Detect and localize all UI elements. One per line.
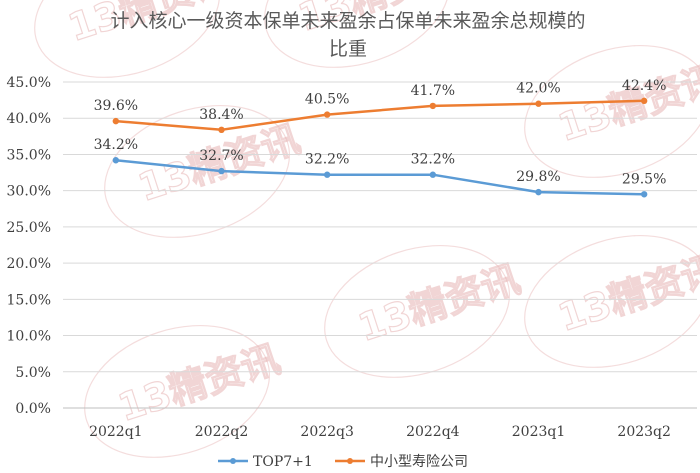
- watermark-text: 13精资讯: [553, 247, 700, 340]
- data-label: 34.2%: [94, 137, 138, 153]
- data-label: 38.4%: [199, 107, 243, 123]
- y-tick-label: 35.0%: [7, 147, 51, 163]
- series-line: [115, 158, 645, 196]
- legend-item: TOP7+1: [218, 454, 313, 470]
- x-tick-label: 2023q2: [617, 424, 671, 440]
- data-point: [429, 171, 437, 178]
- chart-title: 计入核心一级资本保单未来盈余占保单未来盈余总规模的 比重: [110, 10, 585, 60]
- data-point: [218, 167, 225, 175]
- data-label: 42.0%: [516, 81, 560, 97]
- y-tick-label: 30.0%: [7, 184, 51, 200]
- data-point: [429, 102, 437, 110]
- series-layer: 34.2% 32.7% 32.2% 32.2% 29.8% 29.5% 39.6% 38.4%…: [94, 78, 666, 198]
- data-point: [640, 191, 648, 198]
- x-tick-label: 2022q1: [89, 424, 143, 440]
- series-line: [115, 99, 645, 132]
- data-point: [218, 126, 225, 134]
- gridlines: [63, 81, 697, 409]
- y-tick-label: 20.0%: [7, 256, 51, 272]
- x-axis: 2022q1 2022q2 2022q3 2022q4 2023q1 2023q2: [89, 424, 671, 440]
- data-point: [323, 111, 331, 118]
- legend-item: 中小型寿险公司: [335, 453, 468, 470]
- y-tick-label: 40.0%: [7, 111, 51, 127]
- x-tick-label: 2022q2: [195, 424, 249, 440]
- watermark-layer: 13精资讯13精资讯13精资讯13精资讯13精资讯13精资讯13精资讯: [34, 0, 700, 458]
- legend-marker: [230, 458, 236, 464]
- legend-label: 中小型寿险公司: [370, 453, 468, 470]
- watermark-stamp: 13精资讯: [84, 324, 286, 458]
- x-tick-label: 2023q1: [512, 424, 566, 440]
- chart-title-line-2: 比重: [329, 38, 367, 60]
- data-point: [640, 97, 648, 105]
- legend: TOP7+1 中小型寿险公司: [218, 453, 468, 470]
- y-tick-label: 25.0%: [7, 220, 51, 236]
- y-axis: 0.0% 5.0% 10.0% 15.0% 20.0% 25.0% 30.0% 35.0% 40…: [7, 75, 51, 417]
- watermark-stamp: 13精资讯: [324, 244, 526, 378]
- data-point: [112, 117, 120, 125]
- y-tick-label: 10.0%: [7, 329, 51, 345]
- legend-label: TOP7+1: [253, 454, 313, 470]
- watermark-text: 13精资讯: [113, 337, 285, 430]
- data-label: 29.5%: [622, 171, 666, 187]
- x-tick-label: 2022q3: [300, 424, 354, 440]
- data-label: 32.7%: [199, 148, 243, 164]
- data-label: 32.2%: [305, 152, 349, 168]
- data-point: [535, 188, 542, 196]
- data-point: [112, 157, 120, 164]
- y-tick-label: 0.0%: [15, 401, 51, 417]
- data-label: 39.6%: [94, 98, 138, 114]
- data-label: 41.7%: [411, 83, 455, 99]
- y-tick-label: 5.0%: [15, 365, 51, 381]
- legend-marker: [347, 458, 353, 464]
- data-label: 29.8%: [516, 169, 560, 185]
- data-point: [323, 171, 331, 178]
- data-point: [535, 100, 542, 107]
- y-tick-label: 45.0%: [7, 75, 51, 91]
- data-label: 42.4%: [622, 78, 666, 94]
- x-tick-label: 2022q4: [406, 424, 460, 440]
- y-tick-label: 15.0%: [7, 292, 51, 308]
- data-label: 32.2%: [411, 152, 455, 168]
- chart-title-line-1: 计入核心一级资本保单未来盈余占保单未来盈余总规模的: [110, 10, 585, 32]
- data-label: 40.5%: [305, 92, 349, 108]
